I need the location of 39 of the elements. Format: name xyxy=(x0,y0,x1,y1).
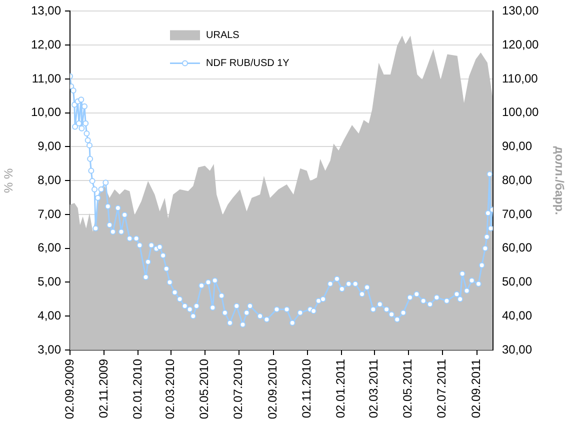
y-tick-label: 4,00 xyxy=(38,308,62,322)
legend-label: URALS xyxy=(206,30,240,41)
y2-tick-label: 80,00 xyxy=(502,172,532,187)
y2-axis-title: долл./барр. xyxy=(552,146,566,215)
x-tick-label: 02.01.2010 xyxy=(130,358,144,420)
y-tick-label: 5,00 xyxy=(38,274,62,289)
x-tick-label: 02.09.2011 xyxy=(469,358,484,418)
legend-label: NDF RUB/USD 1Y xyxy=(206,58,290,69)
y-tick-label: 6,00 xyxy=(38,240,62,255)
x-tick-label: 02.03.2010 xyxy=(163,358,178,420)
x-tick-label: 02.11.2009 xyxy=(96,358,110,418)
y2-tick-label: 50,00 xyxy=(502,274,532,289)
x-tick-label: 02.05.2011 xyxy=(400,358,415,418)
y-tick-label: 10,00 xyxy=(30,105,62,120)
y-tick-label: 12,00 xyxy=(30,37,62,52)
y2-tick-label: 90,00 xyxy=(502,139,532,154)
y2-tick-label: 70,00 xyxy=(502,206,532,221)
x-tick-label: 02.09.2010 xyxy=(266,358,280,420)
y-tick-label: 13,00 xyxy=(30,4,62,18)
x-tick-label: 02.01.2011 xyxy=(334,358,348,418)
y-tick-label: 7,00 xyxy=(38,206,62,221)
y-tick-label: 9,00 xyxy=(38,139,62,154)
y2-tick-label: 60,00 xyxy=(502,240,532,255)
x-tick-label: 02.09.2009 xyxy=(62,358,76,420)
x-tick-label: 02.07.2010 xyxy=(231,358,246,420)
y2-tick-label: 100,00 xyxy=(502,105,540,120)
x-tick-label: 02.11.2010 xyxy=(300,358,314,418)
y2-tick-label: 30,00 xyxy=(502,342,532,356)
x-tick-label: 02.03.2011 xyxy=(366,358,381,418)
y-axis-title: % % xyxy=(2,168,16,193)
y-tick-label: 11,00 xyxy=(32,71,62,86)
y-tick-label: 8,00 xyxy=(38,172,62,187)
y2-tick-label: 110,00 xyxy=(502,71,538,86)
y2-tick-label: 120,00 xyxy=(502,37,540,52)
x-tick-label: 02.05.2010 xyxy=(197,358,212,420)
x-tick-label: 02.07.2011 xyxy=(434,358,449,418)
y-tick-label: 3,00 xyxy=(38,342,62,356)
y2-tick-label: 130,00 xyxy=(502,4,540,18)
y2-tick-label: 40,00 xyxy=(502,308,532,322)
